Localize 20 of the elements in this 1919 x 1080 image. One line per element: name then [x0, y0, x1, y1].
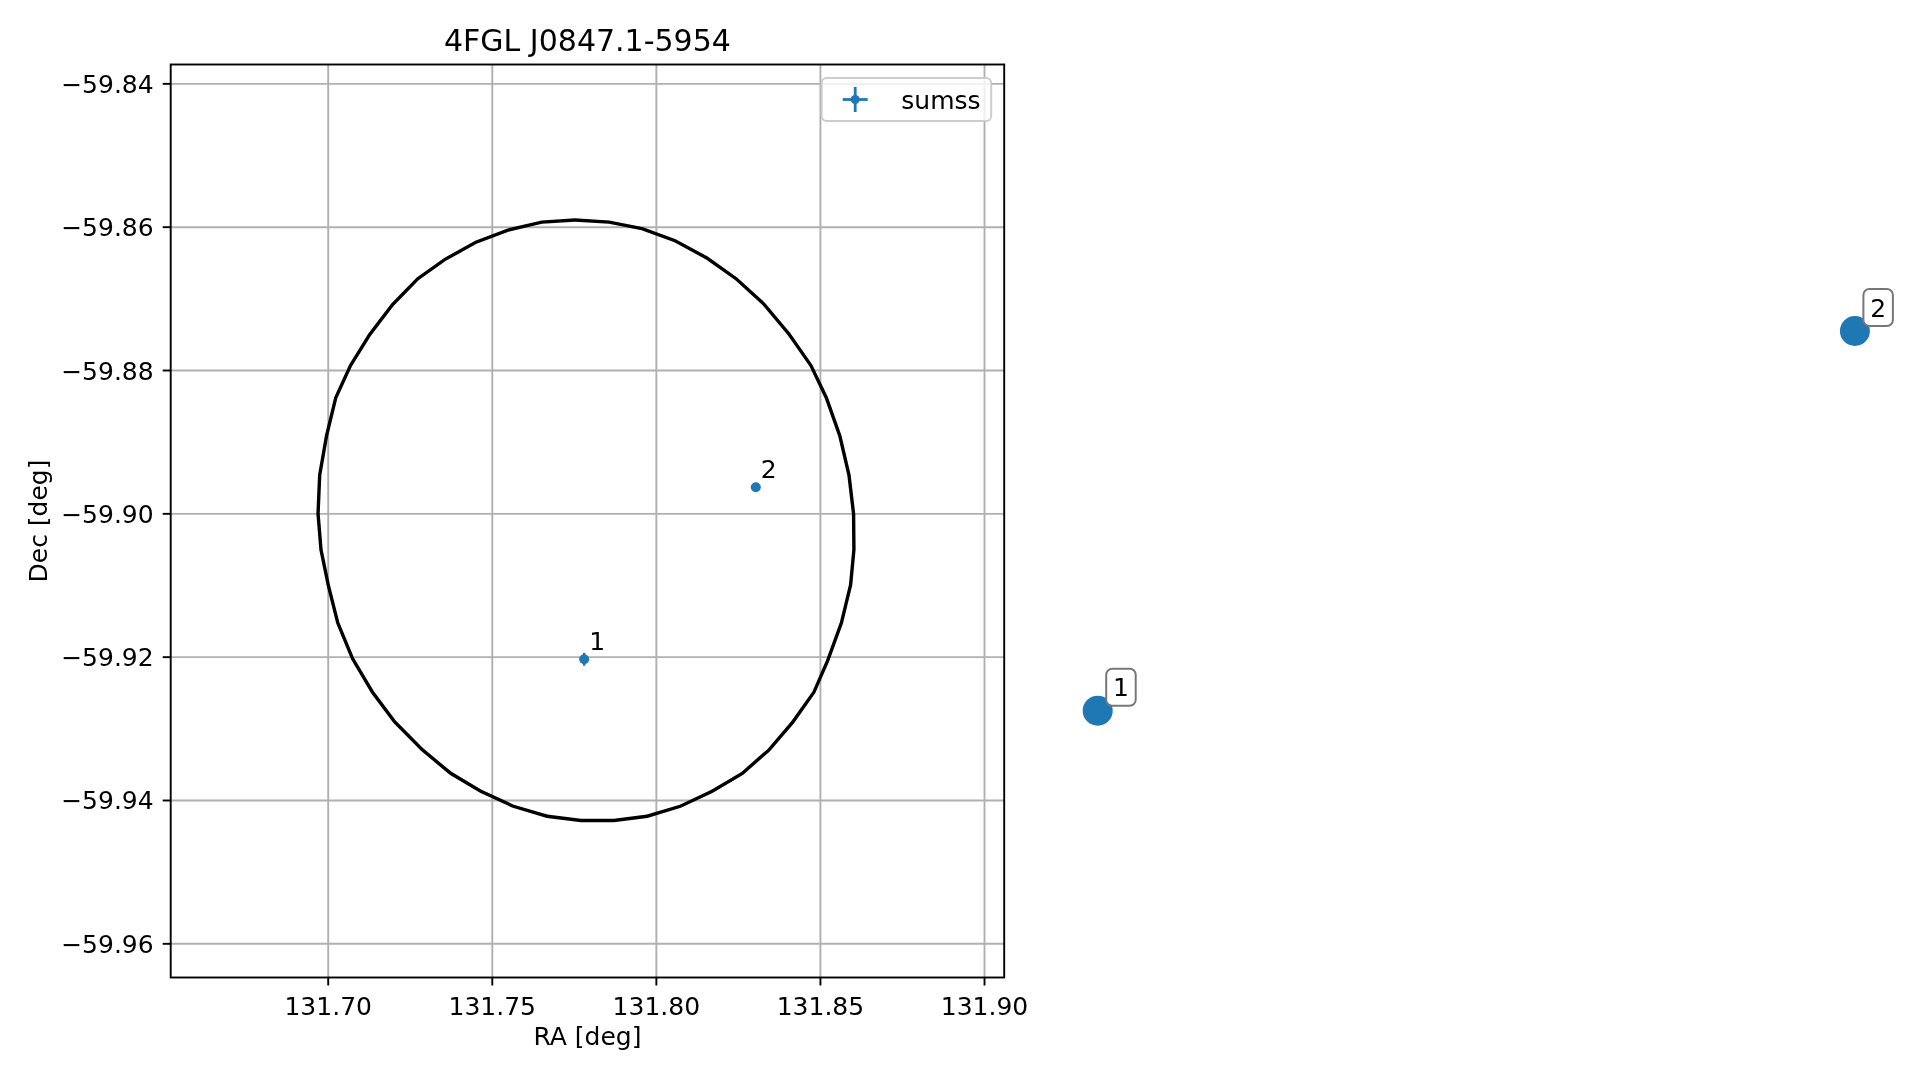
y-tick-label: −59.88	[61, 356, 154, 386]
x-tick-label: 131.80	[612, 991, 701, 1021]
y-tick-label: −59.84	[61, 69, 154, 99]
chart-title: 4FGL J0847.1-5954	[444, 22, 731, 58]
x-axis-title: RA [deg]	[533, 1021, 642, 1051]
y-tick-label: −59.86	[61, 213, 154, 243]
y-tick-label: −59.92	[61, 643, 154, 673]
y-tick-label: −59.94	[61, 786, 154, 816]
y-axis-title: Dec [deg]	[23, 459, 53, 583]
text: 2	[1870, 293, 1887, 323]
text: 1	[1113, 673, 1129, 703]
x-tick-label: 131.90	[940, 991, 1029, 1021]
x-tick-label: 131.70	[284, 991, 372, 1021]
y-tick-label: −59.90	[61, 499, 154, 529]
legend-label: sumss	[901, 85, 981, 115]
annotation: 2	[760, 455, 777, 485]
x-tick-label: 131.85	[776, 991, 865, 1021]
annotation: 1	[589, 627, 606, 657]
x-tick-label: 131.75	[448, 991, 537, 1021]
y-tick-label: −59.96	[61, 929, 154, 959]
